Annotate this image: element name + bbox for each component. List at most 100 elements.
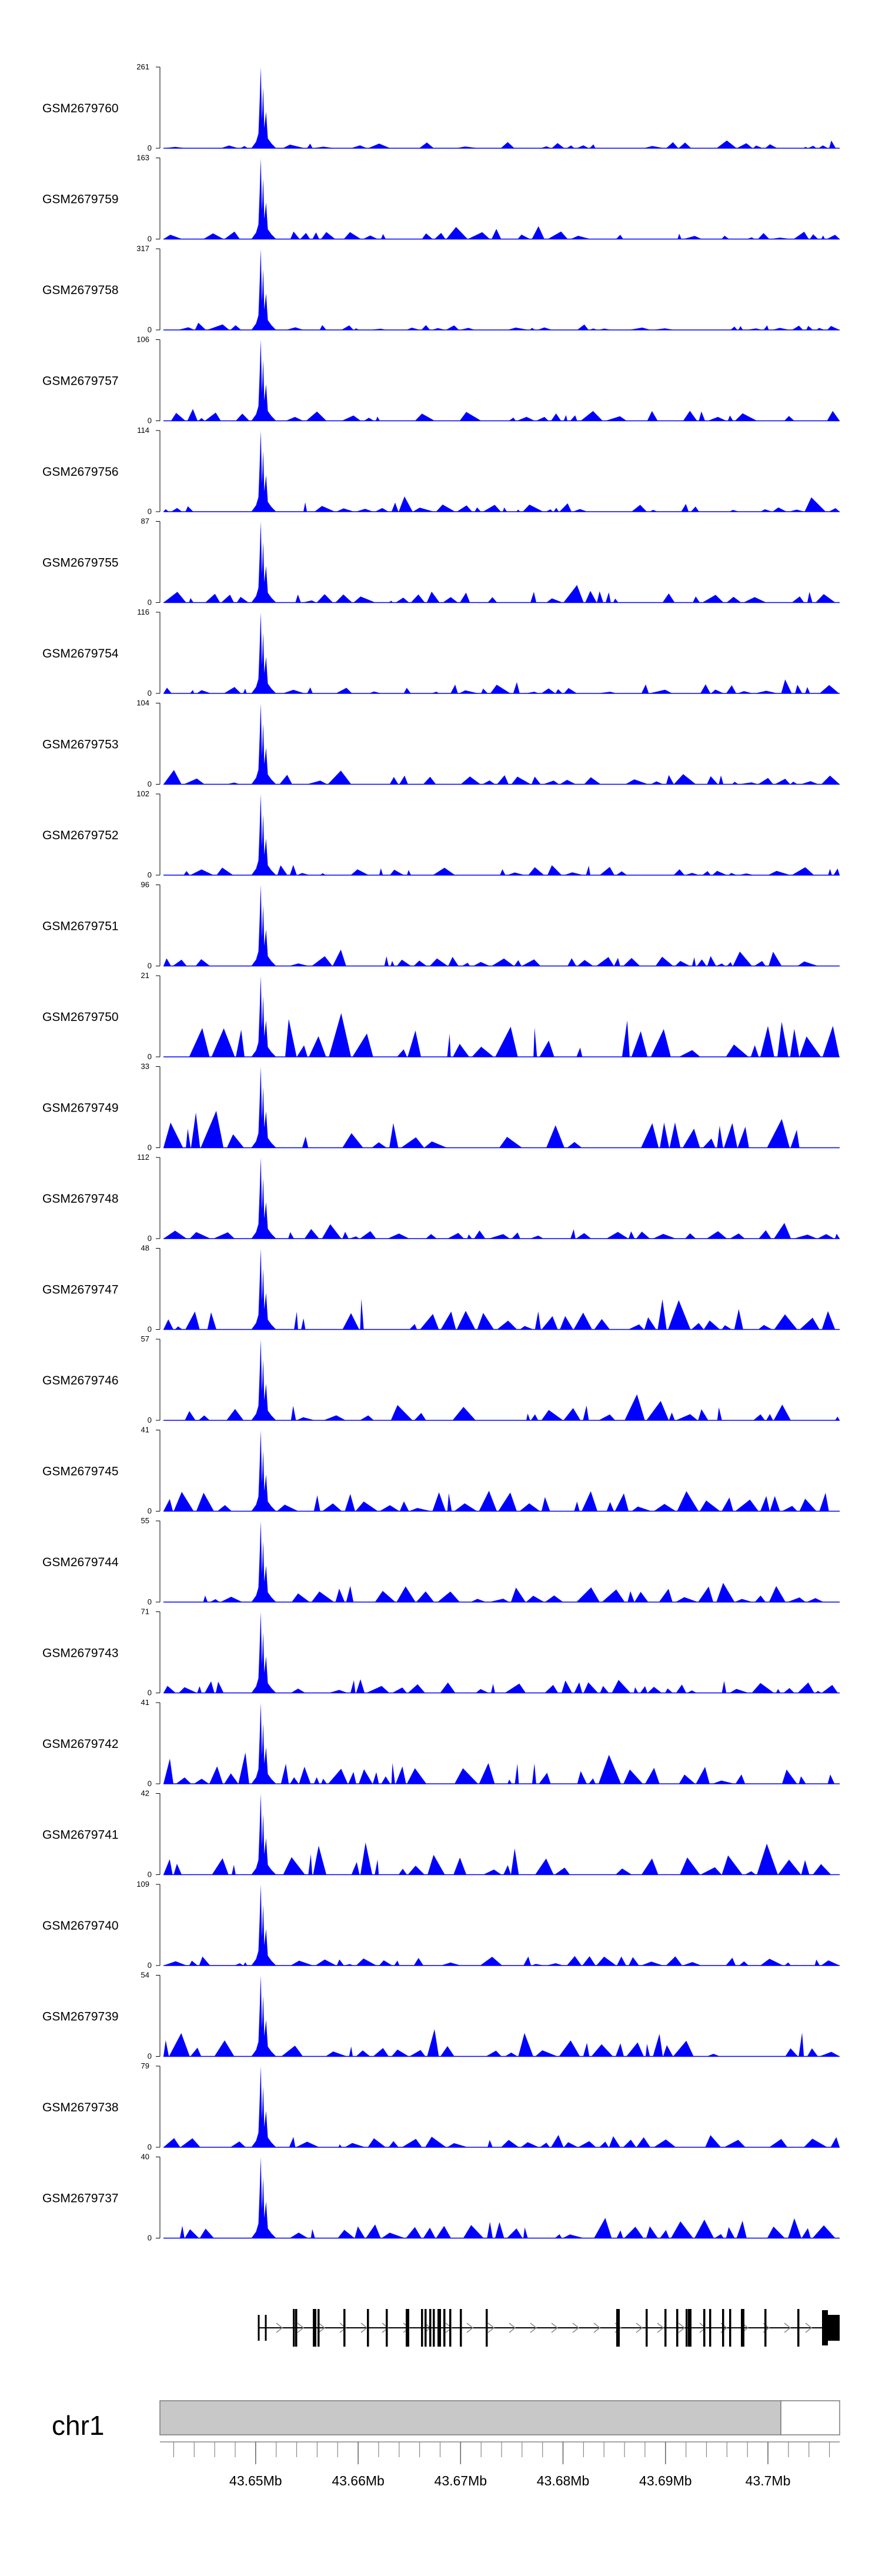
signal-noise-mark: [679, 1050, 700, 1057]
signal-noise-mark: [633, 1687, 639, 1693]
signal-noise-mark: [489, 1234, 510, 1239]
signal-noise-mark: [769, 1586, 786, 1602]
signal-noise-mark: [606, 592, 611, 603]
signal-noise-mark: [205, 412, 221, 421]
signal-noise-mark: [530, 1414, 539, 1420]
signal-noise-mark: [310, 2229, 315, 2238]
signal-noise-mark: [207, 324, 230, 330]
signal-noise-mark: [403, 688, 411, 693]
signal-noise-mark: [425, 2137, 446, 2147]
signal-noise-mark: [819, 685, 839, 693]
signal-noise-mark: [190, 690, 195, 693]
signal-noise-mark: [282, 144, 305, 148]
signal-noise-mark: [707, 2054, 720, 2057]
signal-noise-mark: [379, 868, 383, 875]
signal-noise-mark: [532, 1964, 544, 1966]
signal-noise-mark: [163, 592, 186, 603]
signal-noise-mark: [806, 326, 813, 330]
signal-noise-mark: [240, 146, 248, 148]
signal-noise-mark: [697, 959, 707, 966]
signal-noise-mark: [827, 411, 840, 421]
signal-noise-mark: [414, 1413, 426, 1420]
signal-noise-mark: [481, 688, 488, 693]
signal-noise-mark: [342, 415, 361, 421]
signal-noise-mark: [606, 1232, 629, 1239]
signal-noise-mark: [541, 1410, 563, 1420]
signal-noise-mark: [198, 418, 205, 421]
signal-noise-mark: [707, 416, 727, 421]
signal-noise-mark: [163, 1122, 183, 1148]
signal-noise-mark: [599, 2141, 609, 2147]
signal-noise-mark: [739, 1961, 749, 1966]
y-axis-min-label: 0: [148, 2143, 152, 2151]
signal-noise-mark: [447, 1033, 451, 1057]
gene-exon: [406, 2309, 409, 2347]
y-axis-max-label: 54: [141, 1971, 149, 1980]
signal-noise-mark: [498, 1492, 517, 1511]
signal-noise-mark: [290, 231, 300, 239]
signal-noise-mark: [534, 1311, 541, 1330]
signal-noise-mark: [576, 1047, 583, 1057]
gene-exon: [646, 2309, 648, 2347]
signal-noise-mark: [336, 508, 355, 512]
signal-noise-mark: [646, 2044, 650, 2057]
signal-noise-mark: [685, 1233, 696, 1239]
signal-noise-mark: [454, 1503, 477, 1511]
signal-noise-mark: [163, 958, 171, 966]
signal-noise-mark: [409, 1508, 432, 1511]
signal-main-peak: [251, 794, 276, 875]
signal-noise-mark: [765, 144, 777, 148]
signal-noise-mark: [785, 2048, 798, 2057]
signal-noise-mark: [368, 144, 390, 148]
signal-noise-mark: [226, 782, 240, 785]
signal-noise-mark: [599, 1414, 616, 1420]
signal-noise-mark: [563, 2234, 584, 2238]
signal-noise-mark: [674, 774, 696, 785]
signal-noise-mark: [819, 1493, 829, 1511]
signal-noise-mark: [596, 957, 614, 966]
signal-noise-mark: [641, 1961, 663, 1966]
signal-noise-mark: [514, 960, 522, 966]
signal-noise-mark: [716, 1583, 735, 1602]
signal-noise-mark: [355, 2226, 365, 2238]
track-GSM2679738: GSM2679738 79 0: [42, 2061, 840, 2151]
signal-noise-mark: [726, 596, 741, 603]
signal-noise-mark: [499, 1137, 522, 1148]
gene-end-utr: [828, 2315, 840, 2341]
y-axis-min-label: 0: [148, 2052, 152, 2061]
y-axis-max-label: 87: [141, 517, 149, 526]
signal-noise-mark: [616, 2043, 624, 2057]
signal-noise-mark: [553, 508, 559, 512]
y-axis-max-label: 55: [141, 1516, 149, 1525]
gene-exon: [386, 2309, 388, 2347]
signal-noise-mark: [653, 1504, 676, 1511]
signal-noise-mark: [479, 1490, 497, 1511]
strand-arrow-mark: [339, 2323, 347, 2333]
signal-noise-mark: [826, 235, 840, 239]
y-axis-min-label: 0: [148, 235, 152, 243]
signal-noise-mark: [519, 1503, 540, 1511]
signal-noise-mark: [563, 415, 567, 421]
signal-main-peak: [251, 67, 276, 148]
signal-noise-mark: [600, 1686, 609, 1693]
y-axis-max-label: 79: [141, 2061, 149, 2070]
signal-noise-mark: [163, 770, 182, 785]
signal-noise-mark: [555, 689, 563, 693]
signal-noise-mark: [671, 2221, 693, 2238]
signal-noise-mark: [787, 1597, 806, 1602]
signal-noise-mark: [307, 144, 313, 148]
signal-noise-mark: [702, 595, 724, 603]
signal-noise-mark: [419, 142, 434, 148]
signal-noise-mark: [653, 1234, 676, 1239]
signal-noise-mark: [328, 770, 352, 785]
signal-noise-mark: [746, 328, 763, 330]
signal-noise-mark: [427, 1854, 445, 1875]
gene-exon: [722, 2309, 724, 2347]
y-axis-max-label: 48: [141, 1244, 149, 1253]
signal-noise-mark: [574, 1682, 583, 1693]
y-axis-max-label: 41: [141, 1426, 149, 1434]
signal-noise-mark: [281, 2046, 303, 2057]
signal-noise-mark: [395, 1766, 406, 1784]
signal-noise-mark: [564, 872, 584, 875]
signal-noise-mark: [554, 1867, 570, 1875]
